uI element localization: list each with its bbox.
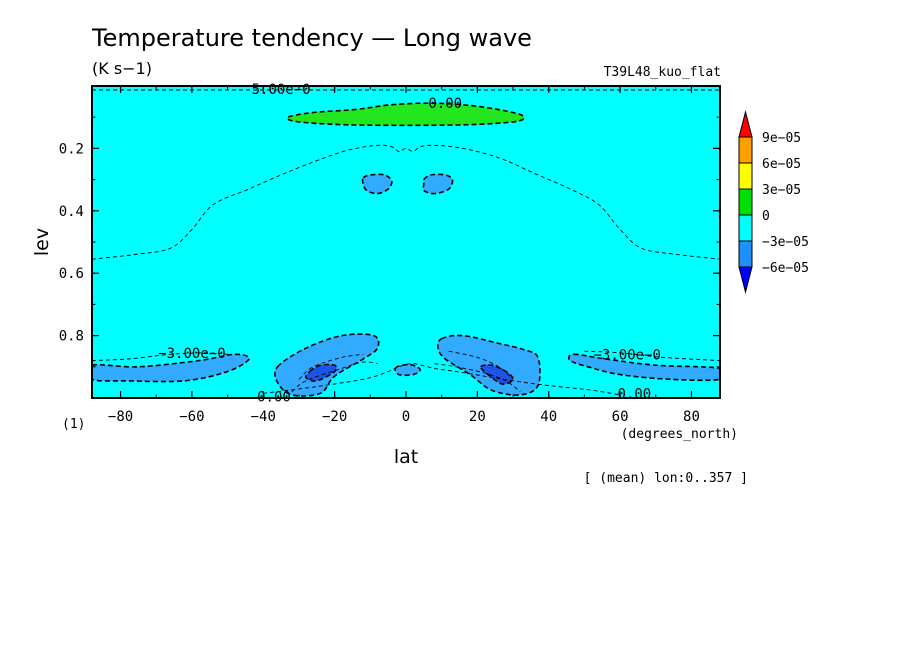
colorbar-swatch-2 [738, 162, 753, 190]
x-tick-label-6: 40 [540, 409, 557, 425]
contour-line-4 [298, 353, 364, 380]
colorbar-label-3: 0 [762, 209, 770, 224]
x-tick-label-0: −80 [108, 409, 133, 425]
y-tick-label-0: 0.2 [59, 141, 84, 157]
y-tick-label-3: 0.8 [59, 329, 84, 345]
contour-label-2: −3.00e−0 [158, 346, 225, 362]
run-label: T39L48_kuo_flat [604, 65, 721, 80]
contour-label-0: 0.00 [428, 96, 462, 112]
region-upper-left-blob [361, 173, 393, 195]
colorbar-label-1: 6e−05 [762, 157, 801, 172]
x-axis-ticks: −80 −60 −40 −20 0 20 40 60 80 [108, 86, 700, 425]
contour-label-3: −3.00e−0 [594, 347, 661, 363]
colorbar: 9e−05 6e−05 3e−05 0 −3e−05 −6e−05 [738, 110, 809, 294]
x-tick-label-5: 20 [469, 409, 486, 425]
region-equator-surface-blob [394, 363, 422, 377]
contour-line-7 [263, 363, 621, 396]
colorbar-swatch-1 [738, 136, 753, 164]
y-axis-ticks: 0.2 0.4 0.6 0.8 [59, 116, 720, 399]
region-upper-right-blob [422, 173, 454, 195]
colorbar-label-5: −6e−05 [762, 261, 809, 276]
colorbar-swatch-3 [738, 188, 753, 216]
y-axis-label: lev [31, 228, 53, 256]
colorbar-label-4: −3e−05 [762, 235, 809, 250]
region-right-surface-negative [567, 353, 720, 382]
y-tick-label-2: 0.6 [59, 266, 84, 282]
region-left-surface-negative [92, 353, 250, 383]
x-tick-label-2: −40 [251, 409, 276, 425]
contour-line-2 [584, 350, 720, 362]
colorbar-label-2: 3e−05 [762, 183, 801, 198]
y-tick-label-1: 0.4 [59, 204, 84, 220]
x-axis-unit: (degrees_north) [621, 427, 738, 442]
x-axis-label: lat [394, 446, 418, 468]
region-left-lobe-core [305, 363, 338, 382]
plot-background [92, 86, 720, 398]
y-axis-unit: (1) [62, 417, 85, 432]
x-tick-label-8: 80 [683, 409, 700, 425]
contour-line-5 [448, 350, 514, 380]
chart-title: Temperature tendency — Long wave [91, 24, 532, 52]
mean-note: [ (mean) lon:0..357 ] [584, 471, 748, 486]
filled-regions [92, 102, 720, 397]
x-tick-label-3: −20 [322, 409, 347, 425]
x-tick-label-1: −60 [179, 409, 204, 425]
colorbar-label-0: 9e−05 [762, 131, 801, 146]
colorbar-swatch-5 [738, 240, 753, 268]
x-tick-label-4: 0 [402, 409, 410, 425]
contour-lines [92, 144, 720, 396]
contour-line-6 [434, 363, 521, 393]
x-tick-label-7: 60 [612, 409, 629, 425]
chart-units: (K s−1) [92, 59, 152, 78]
contour-label-5: 0.00 [618, 386, 652, 402]
colorbar-min-arrow [738, 266, 753, 294]
region-positive-band-top [286, 102, 525, 127]
contour-line-0 [92, 144, 720, 260]
contour-line-1 [92, 352, 228, 362]
colorbar-swatch-4 [738, 214, 753, 242]
